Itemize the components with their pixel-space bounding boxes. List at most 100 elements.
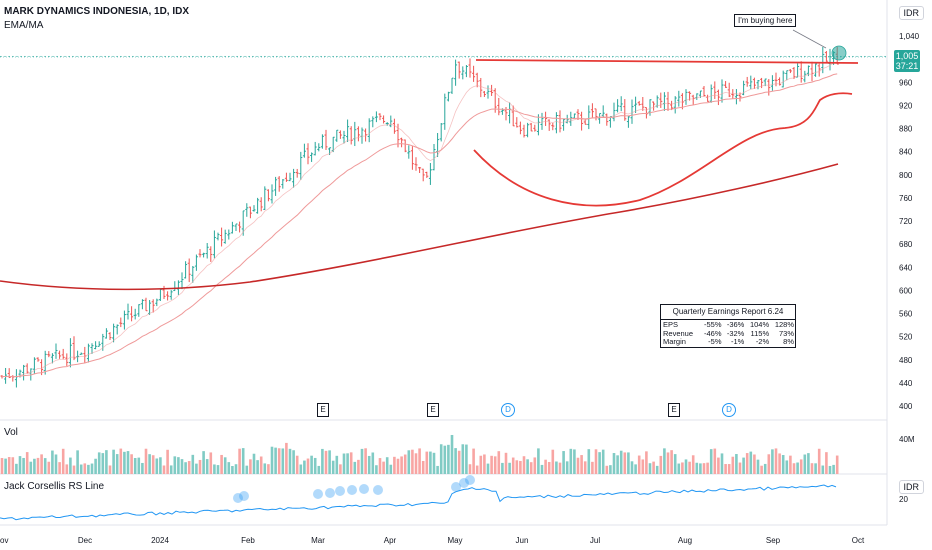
volume-bar xyxy=(767,454,771,474)
volume-bar xyxy=(828,465,832,474)
volume-bar xyxy=(101,453,105,474)
volume-label[interactable]: Vol xyxy=(4,427,18,438)
volume-bar xyxy=(735,454,738,474)
x-tick-label: 2024 xyxy=(151,536,169,545)
chart-title: MARK DYNAMICS INDONESIA, 1D, IDX xyxy=(4,6,190,17)
volume-bar xyxy=(731,456,735,474)
volume-bar xyxy=(11,457,15,474)
volume-bar xyxy=(742,457,745,474)
volume-bar xyxy=(691,455,695,474)
volume-bar xyxy=(684,459,688,474)
x-tick-label: Jul xyxy=(590,536,600,545)
volume-bar xyxy=(87,464,90,474)
volume-bar xyxy=(112,449,115,474)
volume-bar xyxy=(709,449,713,474)
rs-new-high-dot xyxy=(465,475,475,485)
volume-bar xyxy=(209,452,213,474)
volume-bar xyxy=(745,453,749,474)
volume-bar xyxy=(90,463,94,474)
volume-bar xyxy=(4,458,7,474)
indicator-label[interactable]: EMA/MA xyxy=(4,20,44,31)
y-tick-label: 880 xyxy=(899,125,913,134)
eps-label: EPS xyxy=(663,320,679,329)
volume-bar xyxy=(702,463,706,474)
volume-bar xyxy=(652,461,655,474)
volume-bar xyxy=(342,453,346,474)
rs-currency-badge[interactable]: IDR xyxy=(898,480,924,494)
volume-bar xyxy=(526,459,529,474)
volume-bar xyxy=(267,464,270,474)
volume-bar xyxy=(432,452,436,474)
volume-bar xyxy=(238,448,241,474)
volume-bar xyxy=(94,458,97,474)
y-tick-label: 800 xyxy=(899,171,913,180)
volume-bar xyxy=(627,452,630,474)
volume-bar xyxy=(15,463,18,474)
volume-bar xyxy=(645,451,648,474)
volume-bar xyxy=(594,449,598,474)
volume-bar xyxy=(220,454,223,474)
volume-bar xyxy=(803,454,807,474)
volume-bar xyxy=(717,457,720,474)
dividend-marker[interactable]: D xyxy=(722,403,736,417)
volume-bar xyxy=(547,461,551,474)
volume-bar xyxy=(519,460,522,474)
volume-bar xyxy=(792,463,796,474)
earnings-marker[interactable]: E xyxy=(427,403,439,417)
volume-bar xyxy=(148,454,151,474)
volume-bar xyxy=(529,462,533,474)
rs-new-high-dot xyxy=(335,486,345,496)
y-tick-label: 480 xyxy=(899,356,913,365)
volume-bar xyxy=(328,450,331,474)
volume-bar xyxy=(288,448,292,474)
x-tick-label: May xyxy=(447,536,462,545)
x-tick-label: Oct xyxy=(852,536,865,545)
earnings-marker[interactable]: E xyxy=(668,403,680,417)
volume-bar xyxy=(259,456,263,474)
volume-bar xyxy=(778,453,781,474)
volume-bar xyxy=(623,452,627,474)
volume-bar xyxy=(245,465,249,474)
volume-bar xyxy=(47,461,51,474)
volume-bar xyxy=(785,460,789,474)
volume-bar xyxy=(565,461,569,474)
volume-bar xyxy=(61,448,65,474)
volume-bar xyxy=(371,452,375,474)
volume-bar xyxy=(51,450,54,474)
volume-bar xyxy=(825,452,828,474)
volume-bar xyxy=(231,465,234,474)
volume-bar xyxy=(396,458,400,474)
rs-tick-label: 20 xyxy=(899,495,908,504)
volume-bar xyxy=(321,448,324,474)
volume-bar xyxy=(216,465,220,474)
currency-badge[interactable]: IDR xyxy=(898,6,924,20)
volume-bar xyxy=(0,458,4,474)
rs-new-high-dot xyxy=(373,485,383,495)
volume-bar xyxy=(619,450,623,474)
rs-new-high-dot xyxy=(451,482,461,492)
earnings-marker[interactable]: E xyxy=(317,403,329,417)
buying-callout[interactable]: I'm buying here xyxy=(734,14,797,27)
volume-bar xyxy=(727,464,731,474)
volume-bar xyxy=(360,448,364,474)
volume-bar xyxy=(760,465,763,474)
volume-bar xyxy=(688,461,691,474)
volume-bar xyxy=(40,454,43,474)
y-tick-label: 920 xyxy=(899,101,913,110)
volume-bar xyxy=(29,461,33,474)
volume-bar xyxy=(97,452,101,474)
volume-bar xyxy=(335,455,339,474)
volume-bar xyxy=(299,464,303,474)
volume-bar xyxy=(724,464,727,474)
y-tick-label: 760 xyxy=(899,194,913,203)
earnings-table[interactable]: Quarterly Earnings Report 6.24 EPS -55% … xyxy=(660,304,796,348)
volume-bar xyxy=(375,465,378,474)
dividend-marker[interactable]: D xyxy=(501,403,515,417)
volume-bar xyxy=(115,454,119,474)
rs-line-label[interactable]: Jack Corsellis RS Line xyxy=(4,481,105,492)
volume-bar xyxy=(263,463,267,474)
ema-line xyxy=(1,62,838,377)
volume-bar xyxy=(436,465,439,474)
volume-bar xyxy=(429,451,432,474)
